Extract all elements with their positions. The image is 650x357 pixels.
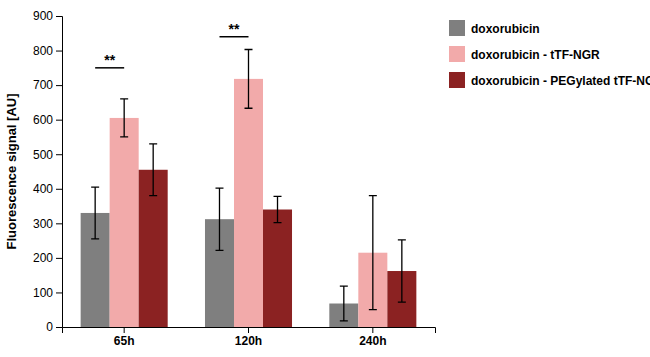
x-tick: 240h [359,327,386,348]
x-axis-line [63,328,436,334]
y-tick-label: 200 [33,251,53,265]
y-tick: 200 [33,251,62,265]
y-axis: 0 100 200 300 400 500 600 700 800 900 [33,9,63,334]
y-tick: 0 [46,320,62,334]
y-tick-label: 900 [33,9,53,23]
y-tick-label: 800 [33,44,53,58]
x-tick-label: 240h [359,334,386,348]
y-tick: 100 [33,286,62,300]
y-tick-label: 400 [33,182,53,196]
legend-label: doxorubicin [471,22,540,36]
x-tick-mark [124,327,125,333]
x-tick: 65h [114,327,135,348]
error-bar [91,187,99,239]
legend-swatch [449,46,465,62]
x-axis: 65h 120h 240h [63,327,436,348]
y-tick: 400 [33,182,62,196]
y-tick-label: 700 [33,78,53,92]
chart: 0 100 200 300 400 500 600 700 800 900 65h 120h 240h *… [0,0,650,357]
y-tick-label: 300 [33,217,53,231]
y-tick-mark [56,223,62,224]
error-bar [274,196,282,222]
x-tick-mark [248,327,249,333]
y-tick-label: 500 [33,148,53,162]
y-tick: 300 [33,217,62,231]
x-tick: 120h [235,327,262,348]
series [110,50,388,327]
y-tick-mark [56,51,62,52]
marks [81,50,417,327]
y-tick-mark [56,258,62,259]
bar [234,79,263,327]
error-bar [369,196,377,310]
bar [263,210,292,327]
y-axis-title: Fluorescence signal [AU] [4,93,19,249]
x-tick-label: 65h [114,334,135,348]
series [139,144,417,327]
y-tick-label: 600 [33,113,53,127]
y-tick-mark [56,189,62,190]
y-tick-mark [56,120,62,121]
y-tick-mark [56,327,62,328]
y-tick-mark [56,16,62,17]
y-tick-label: 100 [33,286,53,300]
legend-item: doxorubicin - PEGylated tTF-NGR [449,72,650,88]
legend-label: doxorubicin - PEGylated tTF-NGR [471,74,650,88]
significance-label: ** [229,21,240,37]
legend-swatch [449,20,465,36]
error-bar [340,286,348,321]
legend: doxorubicin doxorubicin - tTF-NGR doxorubi… [449,20,650,88]
error-bar [120,99,128,137]
x-tick-mark [372,327,373,333]
legend-swatch [449,72,465,88]
legend-label: doxorubicin - tTF-NGR [471,48,600,62]
y-tick: 900 [33,9,62,23]
annotations: ** ** [95,21,248,68]
y-tick-mark [56,292,62,293]
plot: 0 100 200 300 400 500 600 700 800 900 65h 120h 240h *… [33,9,436,347]
significance-label: ** [104,52,115,68]
x-tick-label: 120h [235,334,262,348]
error-bar [215,188,223,250]
bar [110,118,139,327]
error-bar [398,240,406,302]
error-bar [245,50,253,109]
y-tick: 500 [33,148,62,162]
legend-item: doxorubicin [449,20,540,36]
y-axis-line [56,17,63,328]
y-tick: 600 [33,113,62,127]
y-tick-label: 0 [46,320,53,334]
legend-item: doxorubicin - tTF-NGR [449,46,600,62]
y-tick: 800 [33,44,62,58]
y-tick-mark [56,85,62,86]
y-tick: 700 [33,78,62,92]
y-tick-mark [56,154,62,155]
error-bar [149,144,157,196]
